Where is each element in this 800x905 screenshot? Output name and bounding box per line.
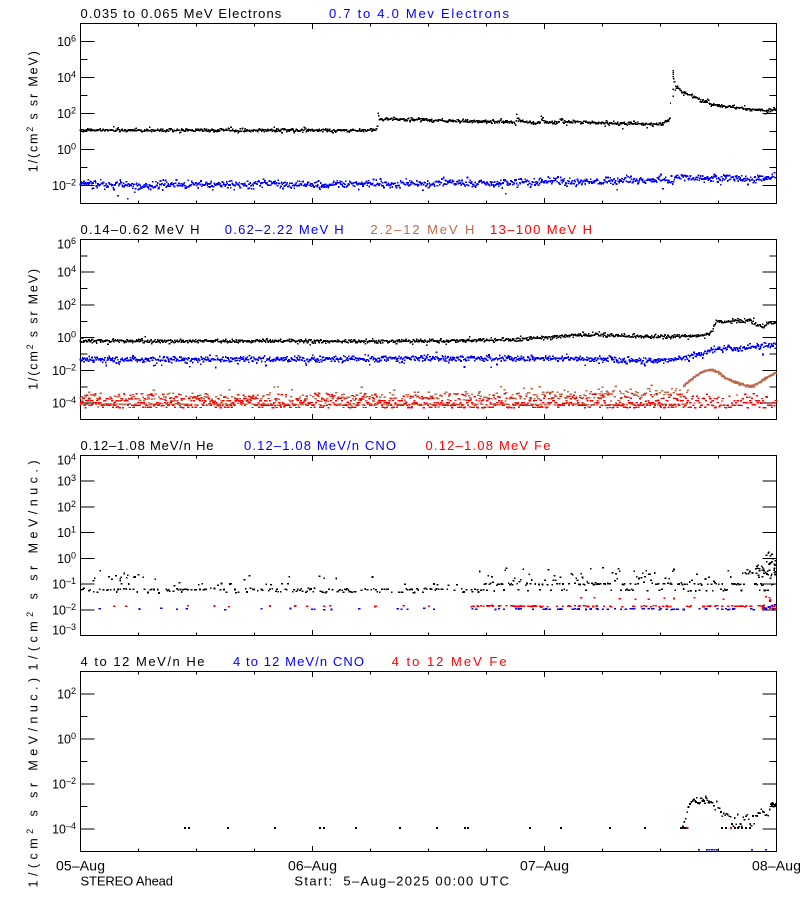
svg-text:Start: 5–Aug–2025 00:00 UTC: Start: 5–Aug–2025 00:00 UTC <box>294 874 509 889</box>
svg-text:0.12–1.08 MeV Fe: 0.12–1.08 MeV Fe <box>426 438 551 453</box>
svg-text:1/(cm2 s sr MeV): 1/(cm2 s sr MeV) <box>25 51 41 172</box>
svg-text:08–Aug: 08–Aug <box>752 858 800 874</box>
svg-text:0.14–0.62 MeV H: 0.14–0.62 MeV H <box>81 222 200 237</box>
svg-text:4 to 12 MeV/n CNO: 4 to 12 MeV/n CNO <box>233 654 364 669</box>
svg-text:4 to 12 MeV/n He: 4 to 12 MeV/n He <box>81 654 205 669</box>
svg-text:05–Aug: 05–Aug <box>56 858 105 874</box>
svg-text:0.7 to 4.0 Mev Electrons: 0.7 to 4.0 Mev Electrons <box>329 6 510 21</box>
svg-text:2.2–12 MeV H: 2.2–12 MeV H <box>370 222 474 237</box>
svg-text:1/(cm2 s sr MeV): 1/(cm2 s sr MeV) <box>25 269 41 390</box>
svg-text:0.12–1.08 MeV/n CNO: 0.12–1.08 MeV/n CNO <box>244 438 396 453</box>
svg-text:0.12–1.08 MeV/n He: 0.12–1.08 MeV/n He <box>81 438 214 453</box>
svg-text:0.62–2.22 MeV H: 0.62–2.22 MeV H <box>225 222 344 237</box>
svg-text:13–100 MeV H: 13–100 MeV H <box>490 222 592 237</box>
svg-text:06–Aug: 06–Aug <box>288 858 337 874</box>
svg-text:0.035 to 0.065 MeV Electrons: 0.035 to 0.065 MeV Electrons <box>81 6 282 21</box>
svg-text:STEREO Ahead: STEREO Ahead <box>81 874 174 889</box>
svg-text:07–Aug: 07–Aug <box>520 858 569 874</box>
